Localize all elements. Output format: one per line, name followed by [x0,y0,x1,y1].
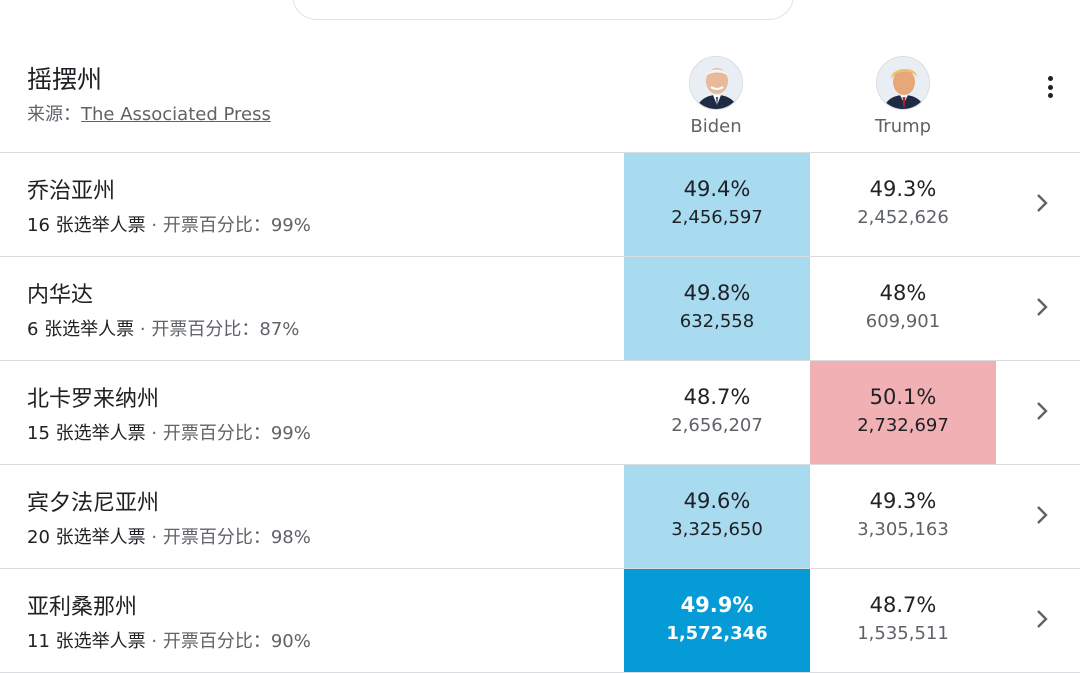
chevron-right-icon[interactable] [1030,191,1054,215]
candidate-biden[interactable]: Biden [656,56,776,137]
trump-result: 49.3% 2,452,626 [857,177,949,228]
chevron-right-icon[interactable] [1030,503,1054,527]
biden-avatar [689,56,743,110]
page-title: 摇摆州 [27,65,103,94]
state-meta: 15 张选举人票 · 开票百分比：99% [27,423,311,444]
table-row[interactable]: 宾夕法尼亚州 20 张选举人票 · 开票百分比：98% 49.6% 3,325,… [0,465,1080,569]
state-name: 宾夕法尼亚州 [27,491,160,516]
biden-result: 49.4% 2,456,597 [624,153,810,256]
candidate-name: Biden [690,116,742,137]
source-label: 来源： [27,104,81,125]
chevron-right-icon[interactable] [1030,295,1054,319]
candidate-name: Trump [874,116,932,137]
trump-result: 48.7% 1,535,511 [857,593,949,644]
biden-result: 49.9% 1,572,346 [624,569,810,672]
table-row[interactable]: 北卡罗来纳州 15 张选举人票 · 开票百分比：99% 48.7% 2,656,… [0,361,1080,465]
chevron-right-icon[interactable] [1030,399,1054,423]
state-name: 乔治亚州 [27,179,116,204]
table-row[interactable]: 内华达 6 张选举人票 · 开票百分比：87% 49.8% 632,558 48… [0,257,1080,361]
source-link[interactable]: The Associated Press [81,104,271,125]
table-row[interactable]: 乔治亚州 16 张选举人票 · 开票百分比：99% 49.4% 2,456,59… [0,153,1080,257]
more-options-icon[interactable] [1040,76,1060,104]
state-name: 亚利桑那州 [27,595,138,620]
state-name: 内华达 [27,283,94,308]
state-meta: 6 张选举人票 · 开票百分比：87% [27,319,300,340]
trump-avatar [876,56,930,110]
swing-states-header: 摇摆州 来源：The Associated Press Biden [0,0,1080,153]
trump-result: 49.3% 3,305,163 [857,489,949,540]
biden-result: 49.6% 3,325,650 [624,465,810,568]
state-meta: 11 张选举人票 · 开票百分比：90% [27,631,311,652]
biden-result: 49.8% 632,558 [624,257,810,360]
candidate-trump[interactable]: Trump [843,56,963,137]
state-meta: 20 张选举人票 · 开票百分比：98% [27,527,311,548]
biden-result: 48.7% 2,656,207 [671,385,763,436]
state-meta: 16 张选举人票 · 开票百分比：99% [27,215,311,236]
state-name: 北卡罗来纳州 [27,387,160,412]
source-line: 来源：The Associated Press [27,100,271,126]
table-row[interactable]: 亚利桑那州 11 张选举人票 · 开票百分比：90% 49.9% 1,572,3… [0,569,1080,673]
chevron-right-icon[interactable] [1030,607,1054,631]
trump-result: 48% 609,901 [865,281,941,332]
trump-result: 50.1% 2,732,697 [810,361,996,464]
